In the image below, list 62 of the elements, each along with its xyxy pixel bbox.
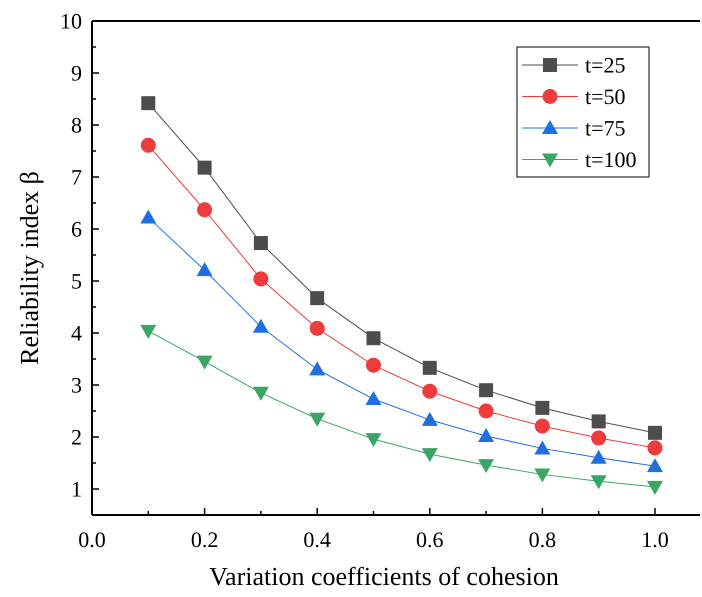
point xyxy=(422,384,438,399)
y-tick-label: 7 xyxy=(71,164,82,190)
x-tick-label: 0.6 xyxy=(416,527,444,552)
point xyxy=(197,202,212,218)
x-tick-label: 1.0 xyxy=(641,527,669,552)
point xyxy=(141,96,156,110)
point xyxy=(592,414,606,428)
x-tick-label: 0.4 xyxy=(303,527,331,552)
point xyxy=(310,320,325,336)
y-tick-label: 4 xyxy=(71,320,82,346)
point xyxy=(309,361,326,376)
point xyxy=(253,271,268,286)
x-tick-label: 0.8 xyxy=(528,527,556,552)
point xyxy=(140,210,156,224)
point xyxy=(422,448,438,462)
y-tick-label: 6 xyxy=(71,216,82,242)
point xyxy=(478,459,494,474)
point xyxy=(590,475,607,490)
x-tick-label: 0.0 xyxy=(78,527,106,552)
point xyxy=(252,386,269,401)
point xyxy=(590,450,607,464)
point xyxy=(140,138,156,153)
point xyxy=(366,358,381,373)
point xyxy=(365,433,382,448)
y-tick-label: 10 xyxy=(60,8,82,34)
x-tick-label: 0.2 xyxy=(190,527,218,552)
point xyxy=(196,356,213,370)
point xyxy=(478,404,494,418)
point xyxy=(196,262,213,276)
point xyxy=(310,291,324,306)
point xyxy=(309,412,326,427)
point xyxy=(252,318,269,333)
point xyxy=(646,480,663,495)
point xyxy=(534,440,550,454)
legend-label: t=100 xyxy=(585,147,637,172)
point xyxy=(534,468,550,482)
point xyxy=(648,426,662,440)
point xyxy=(535,400,550,415)
point xyxy=(365,391,382,406)
point xyxy=(647,440,662,456)
point xyxy=(646,458,663,472)
y-axis-title: Reliability index β xyxy=(15,171,44,365)
point xyxy=(198,160,212,175)
y-tick-label: 9 xyxy=(71,60,82,86)
y-tick-label: 8 xyxy=(71,112,82,138)
y-tick-label: 2 xyxy=(71,424,82,450)
point xyxy=(591,430,606,446)
point xyxy=(254,236,268,250)
y-tick-label: 3 xyxy=(71,372,82,398)
legend-label: t=25 xyxy=(585,52,626,78)
point xyxy=(422,360,437,375)
point xyxy=(366,331,380,346)
y-tick-label: 5 xyxy=(71,268,82,294)
point xyxy=(534,418,550,434)
y-tick-label: 1 xyxy=(71,476,82,502)
legend-label: t=75 xyxy=(585,116,626,141)
point xyxy=(478,428,494,442)
legend-label: t=50 xyxy=(585,84,626,110)
x-axis-title: Variation coefficients of cohesion xyxy=(209,562,559,591)
point xyxy=(422,412,438,426)
point xyxy=(479,383,494,398)
point xyxy=(140,324,156,339)
